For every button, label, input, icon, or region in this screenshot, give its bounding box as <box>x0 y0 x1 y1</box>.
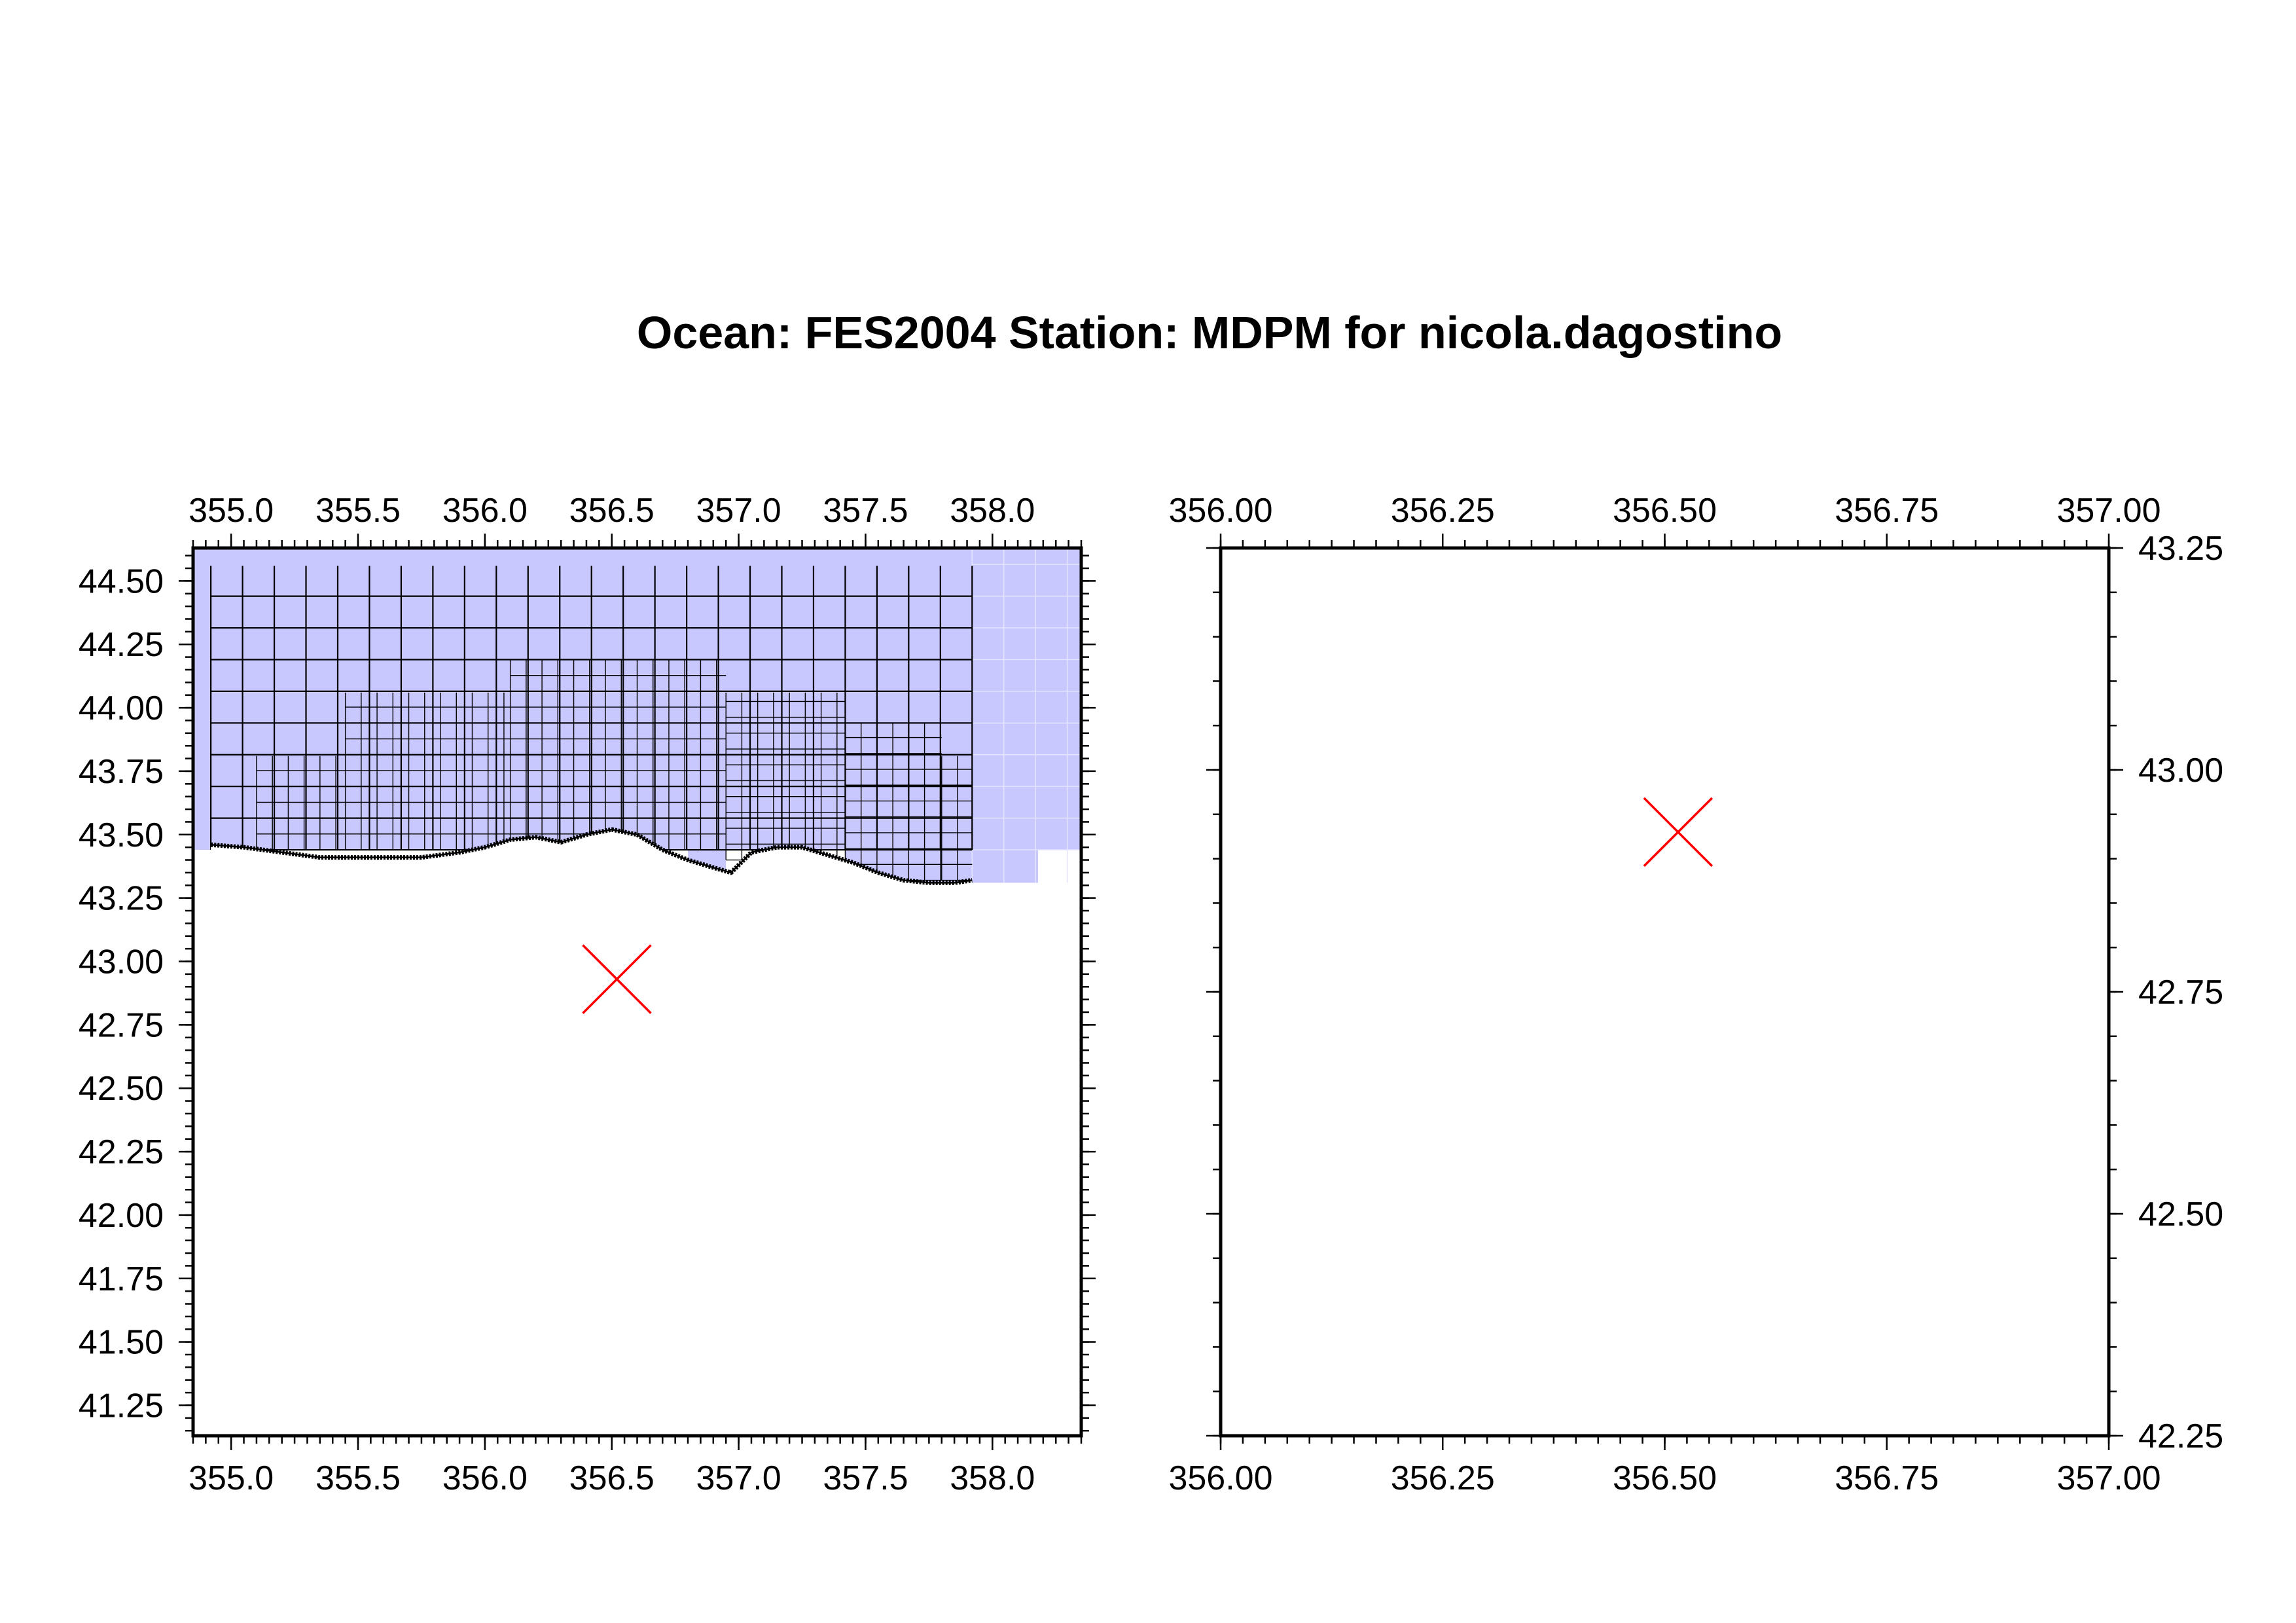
x-tick-label-top: 356.5 <box>569 492 655 530</box>
y-tick-label-left: 41.50 <box>79 1324 164 1362</box>
station-marker-stroke <box>582 944 652 1014</box>
overview-map-content <box>193 548 1081 1436</box>
overview-tick-marks <box>179 534 1096 1450</box>
x-tick-label-top: 358.0 <box>950 492 1035 530</box>
x-tick-label-top: 357.0 <box>696 492 781 530</box>
figure-title: Ocean: FES2004 Station: MDPM for nicola.… <box>637 307 1782 358</box>
y-tick-label-left: 42.75 <box>79 1006 164 1044</box>
zoom-map-panel: 356.00 356.00 356.25 356.25 356.50 356.50 356.… <box>1168 492 2223 1497</box>
ocean-light-grid <box>971 548 1081 883</box>
x-tick-label-bottom: 355.5 <box>315 1459 401 1497</box>
y-tick-label-left: 42.00 <box>79 1197 164 1235</box>
y-tick-label-left: 43.75 <box>79 753 164 791</box>
zoom-map-content <box>1643 797 1713 867</box>
x-tick-label-top: 356.00 <box>1168 492 1272 530</box>
y-tick-label-left: 44.00 <box>79 689 164 727</box>
overview-map-panel: 355.0 355.0 355.5 355.5 356.0 356.0 356.5 356.5… <box>79 492 1096 1497</box>
y-tick-label-left: 44.50 <box>79 562 164 600</box>
x-tick-label-top: 355.0 <box>188 492 274 530</box>
x-tick-label-top: 356.25 <box>1391 492 1495 530</box>
y-tick-label-right: 42.25 <box>2138 1417 2223 1455</box>
station-marker-icon <box>1643 797 1713 867</box>
y-tick-label-left: 41.75 <box>79 1260 164 1298</box>
y-tick-label-left: 44.25 <box>79 626 164 664</box>
y-tick-label-right: 42.75 <box>2138 974 2223 1012</box>
x-tick-label-bottom: 356.5 <box>569 1459 655 1497</box>
x-tick-label-bottom: 356.25 <box>1391 1459 1495 1497</box>
y-tick-label-right: 43.25 <box>2138 530 2223 568</box>
y-tick-label-left: 41.25 <box>79 1387 164 1425</box>
x-tick-label-bottom: 356.00 <box>1168 1459 1272 1497</box>
y-tick-label-left: 42.50 <box>79 1070 164 1108</box>
y-tick-label-left: 43.00 <box>79 943 164 981</box>
land-area <box>211 830 973 1436</box>
x-tick-label-bottom: 357.00 <box>2056 1459 2161 1497</box>
coastline-edge <box>211 828 973 884</box>
x-tick-label-top: 356.75 <box>1835 492 1939 530</box>
overview-tick-labels: 355.0 355.0 355.5 355.5 356.0 356.0 356.5 356.5… <box>79 492 1035 1497</box>
x-tick-label-bottom: 357.5 <box>823 1459 908 1497</box>
zoom-map-frame <box>1219 546 2111 1438</box>
station-marker-icon <box>582 944 652 1014</box>
y-tick-label-right: 43.00 <box>2138 752 2223 790</box>
x-tick-label-top: 356.50 <box>1613 492 1717 530</box>
x-tick-label-bottom: 356.0 <box>442 1459 528 1497</box>
x-tick-label-top: 356.0 <box>442 492 528 530</box>
x-tick-label-bottom: 356.50 <box>1613 1459 1717 1497</box>
station-marker-stroke <box>1643 797 1713 867</box>
x-tick-label-bottom: 356.75 <box>1835 1459 1939 1497</box>
zoom-tick-marks <box>1206 534 2123 1450</box>
y-tick-label-right: 42.50 <box>2138 1195 2223 1233</box>
y-tick-label-left: 42.25 <box>79 1133 164 1171</box>
model-grid-fine <box>725 692 846 861</box>
x-tick-label-top: 357.00 <box>2056 492 2161 530</box>
y-tick-label-left: 43.25 <box>79 880 164 918</box>
zoom-tick-labels: 356.00 356.00 356.25 356.25 356.50 356.50 356.… <box>1168 492 2223 1497</box>
x-tick-label-bottom: 358.0 <box>950 1459 1035 1497</box>
x-tick-label-bottom: 357.0 <box>696 1459 781 1497</box>
x-tick-label-bottom: 355.0 <box>188 1459 274 1497</box>
x-tick-label-top: 355.5 <box>315 492 401 530</box>
y-tick-label-left: 43.50 <box>79 816 164 854</box>
model-grid-fine <box>941 756 973 881</box>
x-tick-label-top: 357.5 <box>823 492 908 530</box>
model-grid-fine <box>344 692 511 850</box>
